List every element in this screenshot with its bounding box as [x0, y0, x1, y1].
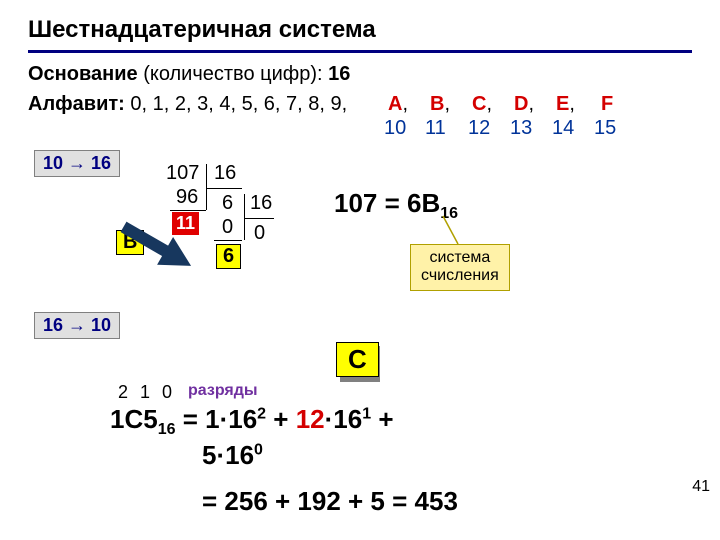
note-system: системасчисления	[410, 244, 510, 291]
note-pointer	[438, 214, 468, 248]
digit-2: 2	[118, 382, 128, 403]
hex-letter-3: D,	[514, 92, 534, 116]
base-suffix: (количество цифр):	[138, 63, 328, 85]
alphabet-label: Алфавит:	[28, 93, 125, 115]
div-l2-h	[244, 218, 274, 219]
base-line: Основание (количество цифр): 16	[28, 62, 350, 86]
expr-sum: = 256 + 192 + 5 = 453	[202, 486, 458, 517]
div-0a: 0	[222, 216, 233, 239]
page-number: 41	[692, 478, 710, 496]
tag-dec-to-hex: 10 → 16	[34, 150, 120, 177]
div-0b: 0	[254, 222, 265, 245]
hex-letter-0: A,	[388, 92, 408, 116]
div-sub2	[214, 240, 242, 241]
digits-word: разряды	[188, 382, 258, 400]
yellow-6: 6	[216, 244, 241, 269]
expr-line1: 1C516 = 1·162 + 12·161 +	[110, 404, 394, 439]
base-label: Основание	[28, 63, 138, 85]
hex-value-2: 12	[468, 116, 490, 140]
hex-value-0: 10	[384, 116, 406, 140]
arrow-icon	[90, 196, 210, 286]
div-107: 107	[166, 162, 199, 185]
hex-letter-4: E,	[556, 92, 575, 116]
alphabet-prefix: 0, 1, 2, 3, 4, 5, 6, 7, 8, 9,	[125, 93, 347, 115]
div-16b: 16	[250, 192, 272, 215]
c-box: C	[336, 342, 379, 377]
hex-value-3: 13	[510, 116, 532, 140]
div-16a: 16	[214, 162, 236, 185]
title-rule	[28, 50, 692, 53]
div-l2-v	[244, 194, 245, 240]
hex-value-1: 11	[425, 116, 446, 140]
hex-letter-5: F	[601, 92, 613, 116]
div-6a: 6	[222, 192, 233, 215]
slide-title: Шестнадцатеричная система	[28, 16, 376, 44]
hex-value-4: 14	[552, 116, 574, 140]
hex-value-5: 15	[594, 116, 616, 140]
base-value: 16	[328, 63, 350, 85]
hex-letter-2: C,	[472, 92, 492, 116]
div-l1-h	[206, 188, 242, 189]
tag-hex-to-dec: 16 → 10	[34, 312, 120, 339]
digit-1: 1	[140, 382, 150, 403]
expr-line2: 5·160	[202, 440, 263, 471]
hex-letter-1: B,	[430, 92, 450, 116]
digit-0: 0	[162, 382, 172, 403]
